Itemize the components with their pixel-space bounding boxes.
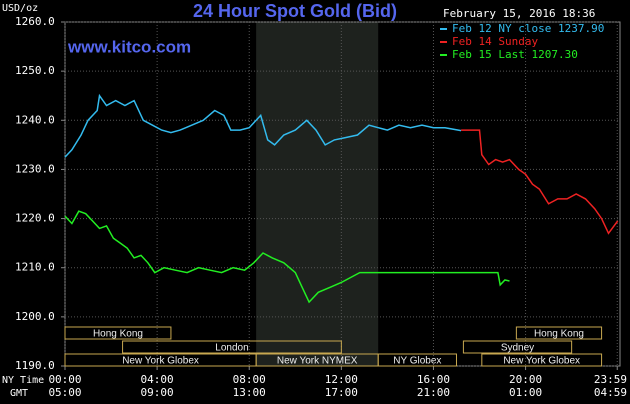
x-row-label: NY Time (2, 375, 44, 386)
x-tick-label: 04:00 (141, 373, 174, 386)
y-tick-label: 1220.0 (15, 212, 55, 225)
legend-label: Feb 15 Last 1207.30 (452, 48, 578, 61)
chart-title: 24 Hour Spot Gold (Bid) (193, 1, 397, 21)
x-tick-label-gmt: 05:00 (48, 386, 81, 399)
x-tick-label-gmt: 09:00 (141, 386, 174, 399)
legend-label: Feb 14 Sunday (452, 35, 538, 48)
y-tick-label: 1190.0 (15, 359, 55, 372)
session-label: Hong Kong (534, 329, 584, 340)
y-tick-label: 1260.0 (15, 15, 55, 28)
y-tick-label: 1240.0 (15, 113, 55, 126)
y-axis-label: USD/oz (2, 3, 38, 14)
session-box (481, 353, 603, 367)
website: www.kitco.com (67, 37, 191, 56)
x-tick-label-gmt: 17:00 (325, 386, 358, 399)
session-label: Hong Kong (93, 329, 143, 340)
x-tick-label-gmt: 04:59 (594, 386, 627, 399)
x-tick-label: 08:00 (233, 373, 266, 386)
session-label: New York Globex (503, 356, 580, 367)
timestamp: February 15, 2016 18:36 (443, 7, 595, 20)
x-tick-label: 23:59 (594, 373, 627, 386)
x-row-label: GMT (10, 388, 28, 399)
session-label: New York Globex (122, 356, 199, 367)
series-line (461, 129, 619, 235)
session-label: New York NYMEX (277, 356, 358, 367)
session-box (377, 353, 457, 367)
x-tick-label-gmt: 01:00 (509, 386, 542, 399)
x-tick-label: 16:00 (417, 373, 450, 386)
session-box (515, 326, 603, 340)
session-shade (256, 22, 379, 366)
y-tick-label: 1210.0 (15, 261, 55, 274)
x-tick-label: 00:00 (48, 373, 81, 386)
x-tick-label: 12:00 (325, 373, 358, 386)
session-label: Sydney (501, 343, 534, 354)
session-box (122, 340, 342, 354)
y-tick-label: 1250.0 (15, 64, 55, 77)
x-tick-label-gmt: 13:00 (233, 386, 266, 399)
x-tick-label: 20:00 (509, 373, 542, 386)
session-box (64, 326, 172, 340)
legend-label: Feb 12 NY close 1237.90 (452, 22, 604, 35)
series-line (64, 93, 462, 158)
y-tick-label: 1200.0 (15, 310, 55, 323)
session-label: NY Globex (393, 356, 441, 367)
session-label: London (215, 343, 248, 354)
session-box (462, 340, 573, 354)
x-tick-label-gmt: 21:00 (417, 386, 450, 399)
y-tick-label: 1230.0 (15, 162, 55, 175)
series-line (64, 210, 510, 304)
